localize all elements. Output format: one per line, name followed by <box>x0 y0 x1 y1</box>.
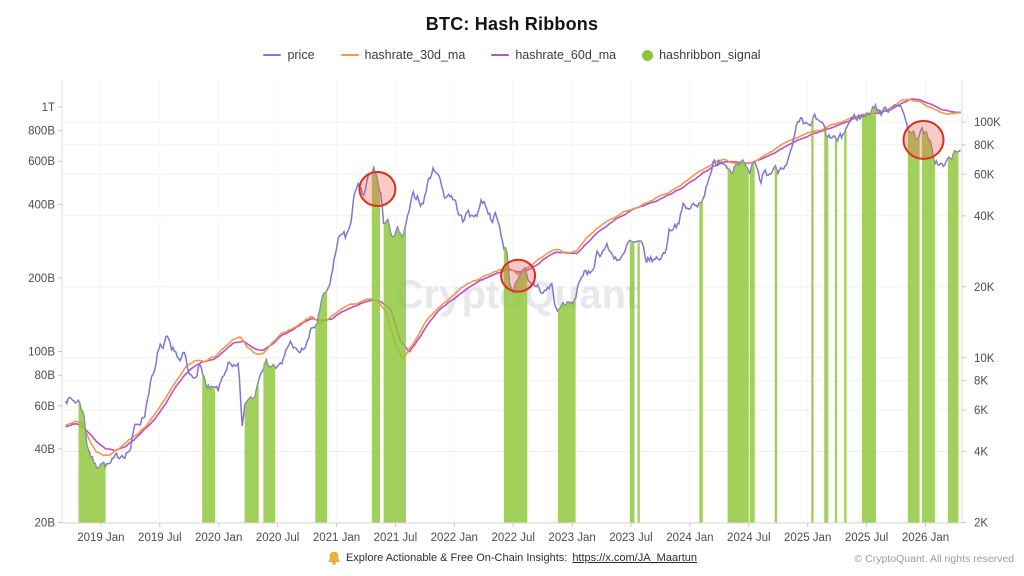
axes: 1T 800B 600B 400B 200B 100B 80B 60B 40B 20B 100K 80… <box>28 80 1001 544</box>
copyright: © CryptoQuant. All rights reserved <box>854 553 1014 565</box>
signal-bar <box>371 167 381 523</box>
signal-bar <box>774 165 778 523</box>
signal-bar <box>907 126 920 523</box>
signal-bar <box>844 127 847 523</box>
x-tick-label: 2025 Jul <box>845 532 888 544</box>
signal-bar <box>811 117 814 523</box>
line-swatch-icon <box>263 54 282 56</box>
x-tick-label: 2022 Jul <box>491 532 534 544</box>
y-right-tick-label: 20K <box>974 282 995 294</box>
y-left-tick-label: 40B <box>35 444 56 456</box>
y-left-tick-label: 200B <box>28 273 55 285</box>
legend-item-hashrate_30d_ma[interactable]: hashrate_30d_ma <box>340 48 466 62</box>
signal-bar <box>699 195 703 523</box>
footer-note: Explore Actionable & Free On-Chain Insig… <box>0 551 1024 565</box>
signal-bar <box>263 359 276 523</box>
signal-bar <box>921 128 935 523</box>
y-right-tick-label: 60K <box>974 169 995 181</box>
signal-bar <box>727 160 749 523</box>
signal-bar <box>315 290 328 523</box>
legend-item-hashrate_60d_ma[interactable]: hashrate_60d_ma <box>491 48 616 62</box>
x-tick-label: 2019 Jul <box>138 532 181 544</box>
legend-item-hashribbon_signal[interactable]: hashribbon_signal <box>642 48 761 62</box>
y-left-tick-label: 1T <box>42 102 55 114</box>
x-tick-label: 2024 Jan <box>666 532 713 544</box>
highlight-circle <box>500 258 537 293</box>
y-right-tick-label: 40K <box>974 211 995 223</box>
signal-bar <box>750 161 755 523</box>
x-tick-label: 2019 Jan <box>77 532 124 544</box>
x-tick-label: 2020 Jul <box>256 532 299 544</box>
x-tick-label: 2020 Jan <box>195 532 242 544</box>
line-swatch-icon <box>340 54 359 56</box>
signal-bar <box>629 241 635 523</box>
signal-bar <box>202 371 216 523</box>
y-left-tick-label: 800B <box>28 126 55 138</box>
highlight-circle <box>358 171 397 207</box>
y-right-tick-label: 6K <box>974 405 988 417</box>
y-right-tick-label: 2K <box>974 518 988 530</box>
x-tick-label: 2025 Jan <box>784 532 831 544</box>
y-left-tick-label: 100B <box>28 347 55 359</box>
y-right-tick-label: 80K <box>974 140 995 152</box>
footer: Explore Actionable & Free On-Chain Insig… <box>0 549 1024 573</box>
y-right-tick-label: 10K <box>974 353 995 365</box>
bell-icon <box>328 551 340 565</box>
x-tick-label: 2021 Jan <box>313 532 360 544</box>
x-tick-label: 2024 Jul <box>727 532 770 544</box>
legend-item-price[interactable]: price <box>263 48 315 62</box>
y-left-tick-label: 600B <box>28 156 55 168</box>
footer-link[interactable]: https://x.com/JA_Maartun <box>572 552 698 564</box>
hashribbon-signal-bars <box>78 104 959 523</box>
y-left-tick-label: 20B <box>35 518 56 530</box>
signal-bar <box>637 240 640 523</box>
y-left-tick-label: 60B <box>35 401 56 413</box>
signal-bar <box>861 104 876 523</box>
y-left-tick-label: 400B <box>28 199 55 211</box>
legend: price hashrate_30d_ma hashrate_60d_ma hashr… <box>0 48 1024 62</box>
x-tick-label: 2022 Jan <box>431 532 478 544</box>
legend-label: hashrate_60d_ma <box>515 48 617 62</box>
signal-bar <box>503 245 528 523</box>
y-right-tick-label: 4K <box>974 447 988 459</box>
y-right-tick-label: 100K <box>974 117 1001 129</box>
legend-label: price <box>287 48 315 62</box>
signal-bar <box>244 375 259 523</box>
x-tick-label: 2023 Jan <box>548 532 595 544</box>
x-tick-label: 2026 Jan <box>902 532 949 544</box>
x-tick-label: 2023 Jul <box>609 532 652 544</box>
signal-bar <box>947 150 959 523</box>
legend-label: hashribbon_signal <box>659 48 761 62</box>
signal-bar <box>834 138 838 523</box>
signal-bar <box>383 219 406 523</box>
signal-bar <box>557 297 576 523</box>
page-title: BTC: Hash Ribbons <box>425 14 599 34</box>
line-swatch-icon <box>491 54 510 56</box>
x-tick-label: 2021 Jul <box>374 532 417 544</box>
signal-bar <box>78 401 106 523</box>
legend-label: hashrate_30d_ma <box>364 48 466 62</box>
y-left-tick-label: 80B <box>35 370 56 382</box>
highlight-circle <box>902 119 945 160</box>
y-right-tick-label: 8K <box>974 376 988 388</box>
footer-text: Explore Actionable & Free On-Chain Insig… <box>345 552 568 564</box>
signal-bar <box>824 126 829 523</box>
highlight-circles <box>358 119 945 293</box>
dot-swatch-icon <box>642 49 654 61</box>
